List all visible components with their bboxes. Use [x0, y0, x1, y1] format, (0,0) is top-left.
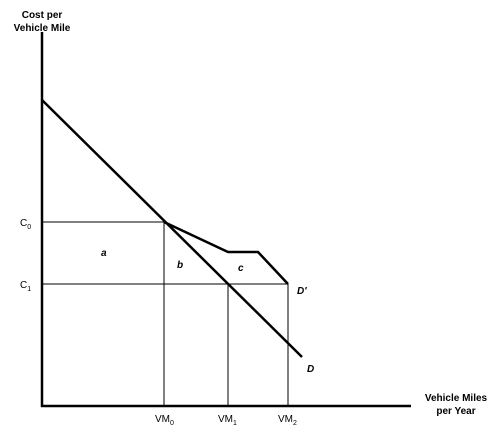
x-tick-label: VM1 — [218, 414, 237, 427]
tick-sub: 0 — [27, 224, 31, 231]
tick-sub: 1 — [233, 420, 237, 427]
x-axis-label: Vehicle Miles — [425, 393, 488, 404]
x-tick-label: VM0 — [155, 414, 174, 427]
y-axis-label: Vehicle Mile — [14, 23, 71, 34]
region-label: b — [177, 260, 183, 271]
tick-base: VM — [155, 414, 170, 425]
y-axis-label: Cost per — [22, 10, 63, 21]
tick-base: C — [20, 280, 27, 291]
tick-base: C — [20, 218, 27, 229]
x-axis-label: per Year — [436, 406, 475, 417]
curve-label: D' — [297, 286, 307, 297]
demand-curve-shifted — [163, 220, 289, 285]
x-tick-label: VM2 — [278, 414, 297, 427]
curve-label: D — [307, 364, 314, 375]
tick-sub: 2 — [293, 420, 297, 427]
y-tick-label: C0 — [20, 218, 31, 231]
tick-base: VM — [278, 414, 293, 425]
y-tick-label: C1 — [20, 280, 31, 293]
tick-sub: 0 — [170, 420, 174, 427]
region-label: a — [101, 248, 107, 259]
tick-base: VM — [218, 414, 233, 425]
demand-curve — [41, 99, 303, 358]
region-label: c — [238, 263, 244, 274]
tick-sub: 1 — [27, 286, 31, 293]
